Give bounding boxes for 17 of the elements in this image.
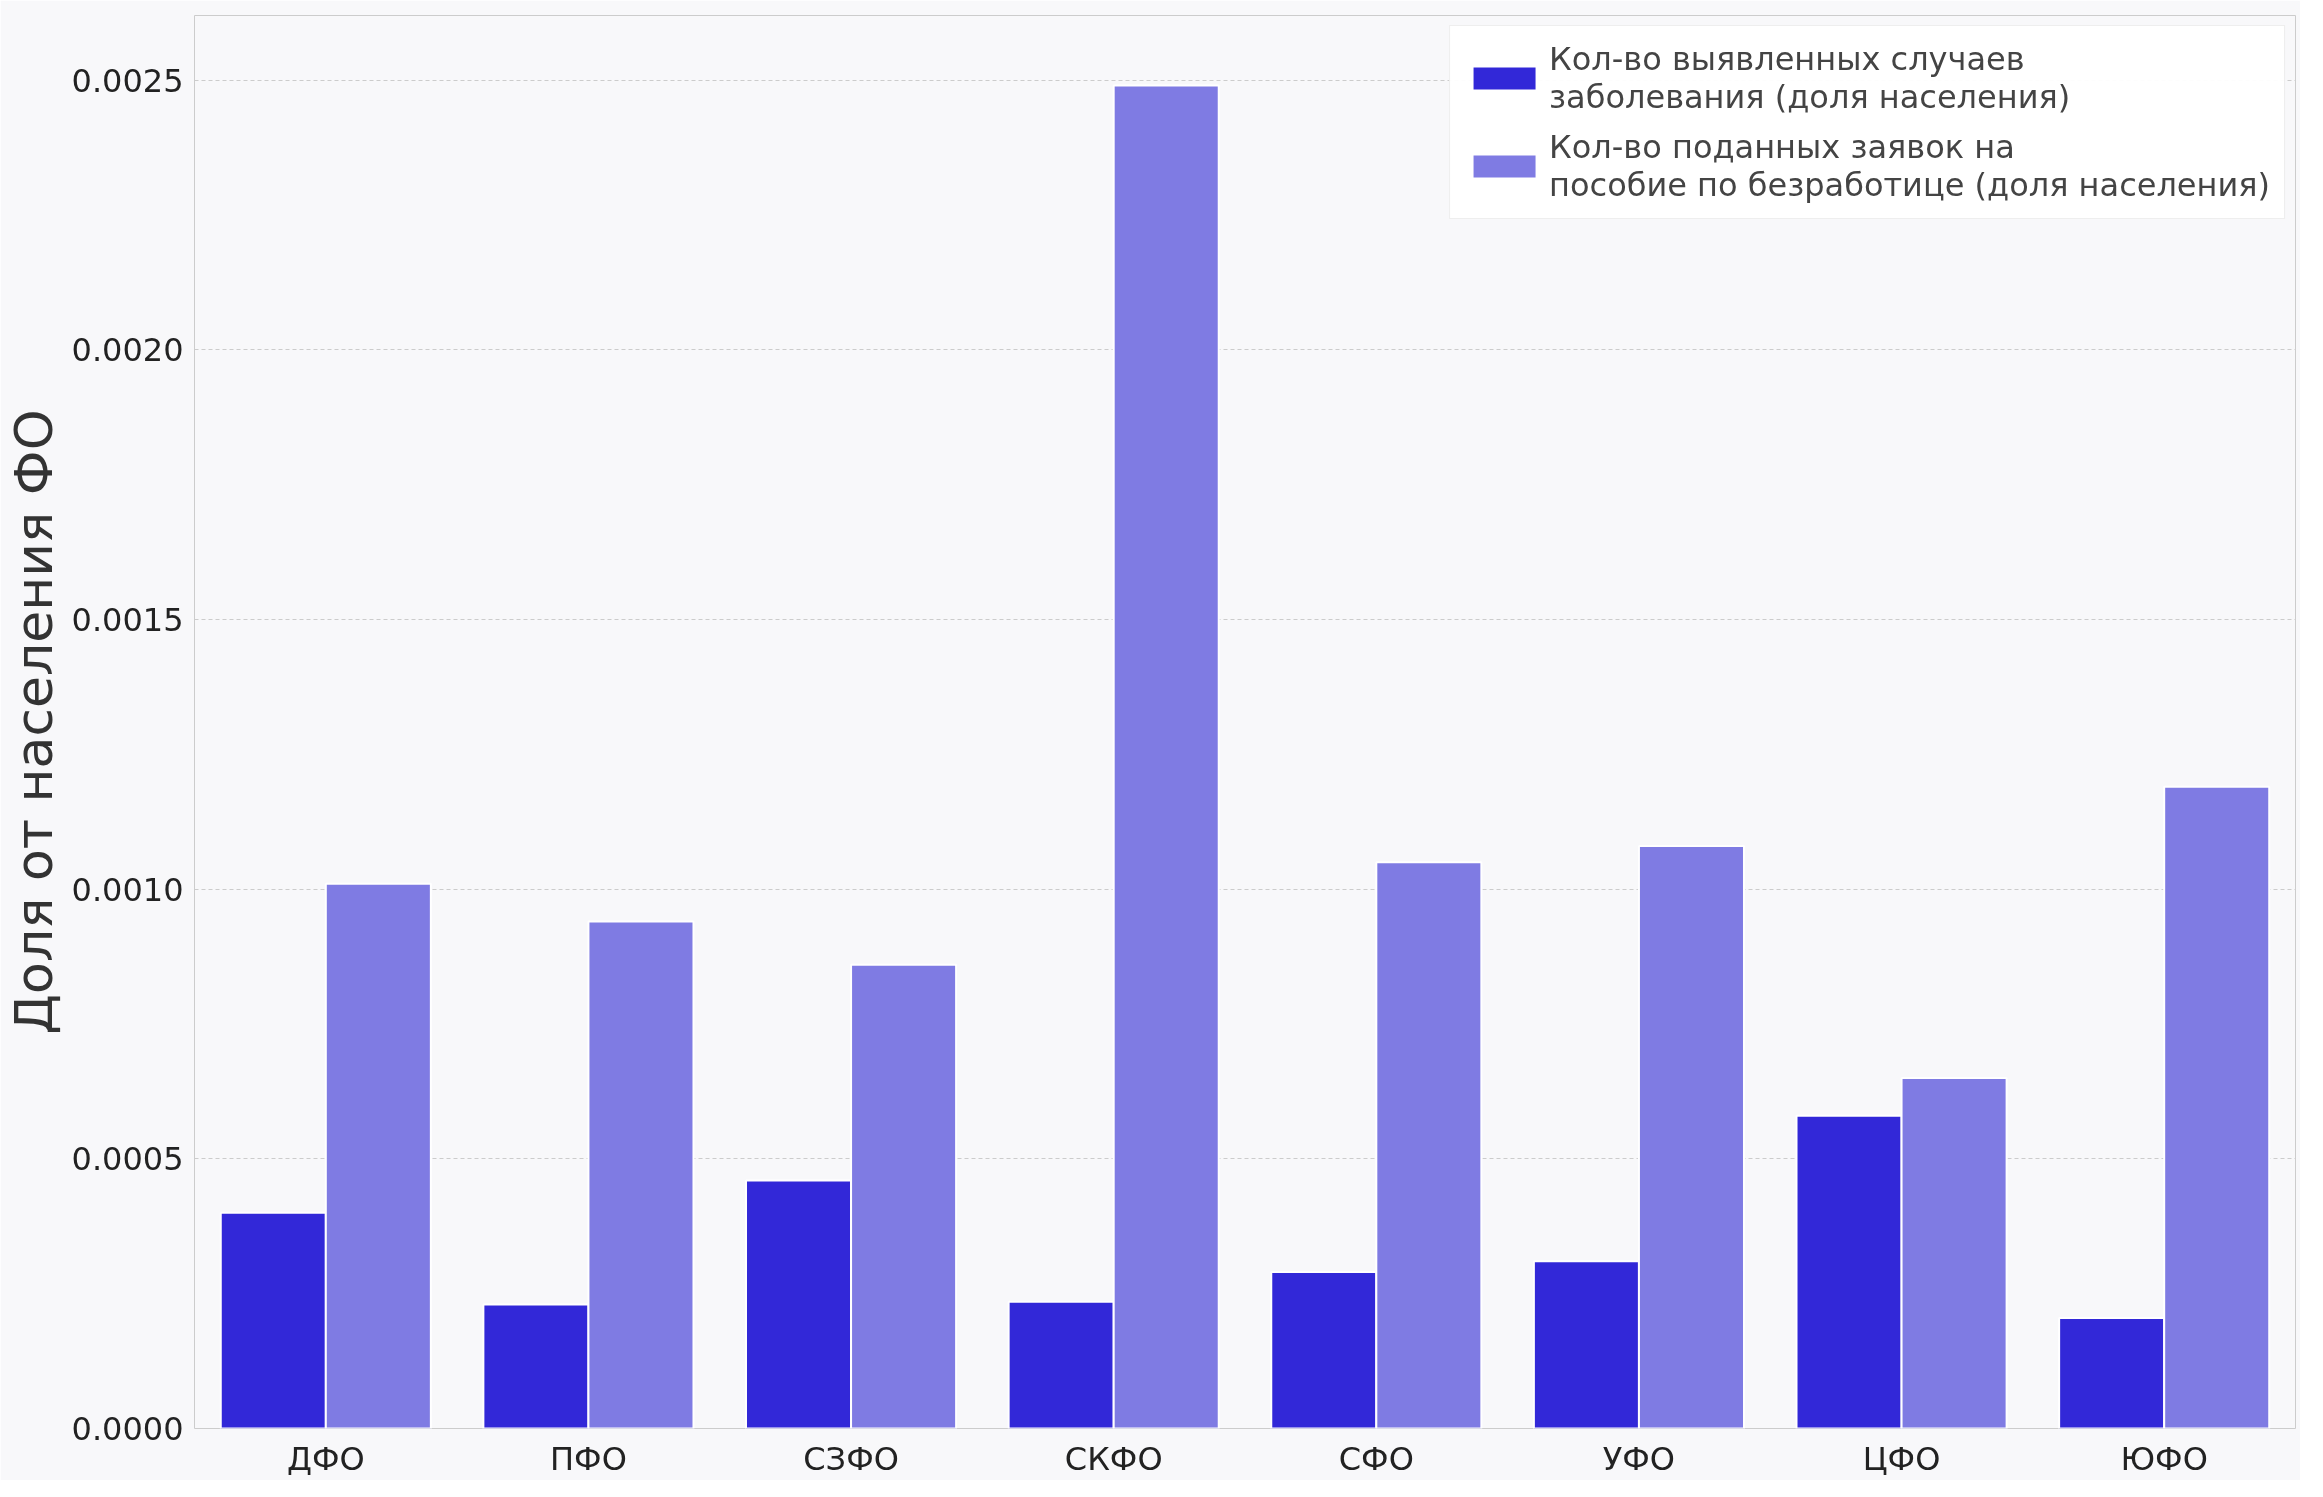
y-tick-label: 0.0000 xyxy=(71,1410,184,1448)
y-tick-label: 0.0010 xyxy=(71,870,184,909)
y-tick-label: 0.0025 xyxy=(71,61,184,100)
y-tick-label: 0.0015 xyxy=(71,601,184,640)
x-tick-label: ДФО xyxy=(286,1439,365,1478)
x-tick-label: СЗФО xyxy=(803,1439,899,1478)
legend-label: Кол-во поданных заявок на пособие по безработице (доля населения) xyxy=(1549,128,2270,204)
y-tick-label: 0.0020 xyxy=(71,331,184,370)
y-axis-title: Доля от населения ФО xyxy=(3,409,64,1035)
x-tick-label: УФО xyxy=(1602,1439,1676,1478)
x-tick-label: ПФО xyxy=(550,1439,627,1478)
x-tick-label: ЦФО xyxy=(1862,1439,1941,1478)
x-tick-label: ЮФО xyxy=(2120,1439,2208,1478)
y-tick-label: 0.0005 xyxy=(71,1140,184,1179)
x-tick-label: СКФО xyxy=(1064,1439,1163,1478)
x-tick-label: СФО xyxy=(1338,1439,1414,1478)
legend-label: Кол-во выявленных случаев заболевания (доля населения) xyxy=(1549,40,2071,116)
